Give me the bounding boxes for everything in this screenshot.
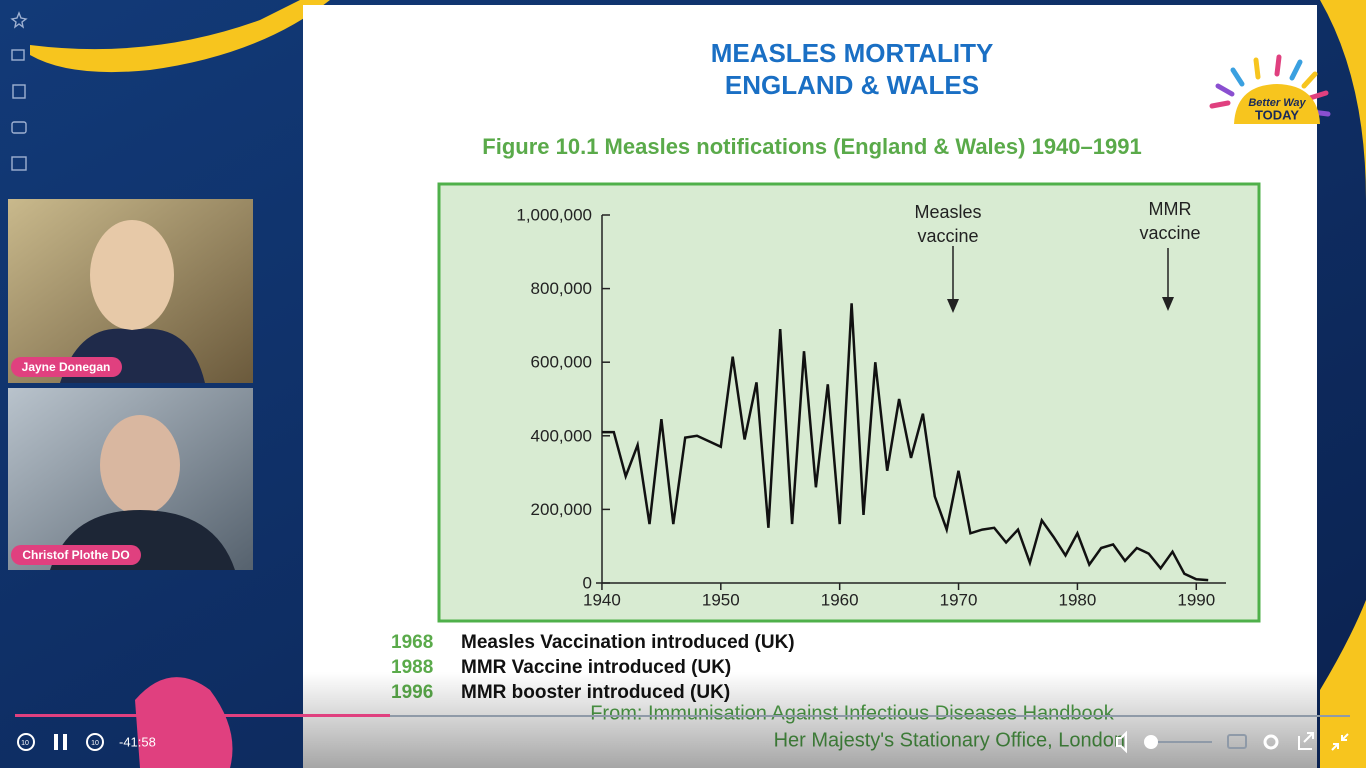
decoration (1320, 600, 1366, 768)
exit-fullscreen-button[interactable] (1331, 733, 1349, 751)
name-tag (11, 545, 141, 565)
annotation: vaccine (1139, 223, 1200, 243)
annotation-arrowhead (1162, 297, 1174, 311)
slide-title: MEASLES MORTALITY (711, 38, 994, 68)
logo-text: Better Way (1248, 97, 1306, 109)
progress-played[interactable] (15, 714, 390, 717)
rewind-button[interactable] (17, 733, 35, 751)
sidebar (10, 11, 28, 171)
logo-text: TODAY (1255, 107, 1299, 122)
y-tick-label: 200,000 (531, 500, 592, 519)
logo-rays (1209, 54, 1331, 117)
icon[interactable] (10, 11, 28, 29)
forward-button[interactable] (86, 733, 104, 751)
x-tick-label: 1950 (702, 590, 740, 609)
mute-button[interactable] (1116, 730, 1127, 754)
y-tick-label: 0 (583, 573, 592, 592)
controls (17, 730, 1349, 754)
icon[interactable] (11, 156, 27, 171)
x-tick-label: 1990 (1177, 590, 1215, 609)
note-year: 1968 (391, 632, 433, 653)
decoration (135, 677, 233, 768)
x-tick-label: 1980 (1059, 590, 1097, 609)
captions-button[interactable] (1227, 734, 1247, 749)
annotation: Measles (914, 202, 981, 222)
note-text: Measles Vaccination introduced (UK) (461, 632, 795, 653)
x-tick-label: 1970 (940, 590, 978, 609)
rewind-label: 10 (21, 740, 29, 747)
annotation-arrowhead (947, 299, 959, 313)
overlay (303, 672, 1317, 768)
forward-label: 10 (91, 740, 99, 747)
popout-button[interactable] (1298, 732, 1314, 750)
decoration (30, 0, 330, 73)
icon[interactable] (12, 84, 26, 99)
y-tick-label: 400,000 (531, 426, 592, 445)
participant-name: Jayne Donegan (22, 360, 111, 374)
time-remaining: -41:58 (119, 734, 156, 749)
y-tick-label: 1,000,000 (516, 205, 592, 224)
settings-button[interactable] (1263, 734, 1279, 750)
icon[interactable] (11, 49, 25, 61)
chart-frame (437, 182, 1261, 623)
name-tag (11, 357, 122, 377)
volume-knob[interactable] (1144, 735, 1158, 749)
data-line (601, 303, 1209, 582)
logo: Better Way TODAY (1209, 54, 1331, 124)
participant-figure (100, 415, 180, 515)
pause-button[interactable] (54, 734, 67, 750)
decoration (1320, 0, 1366, 200)
x-tick-label: 1940 (583, 590, 621, 609)
progress-track[interactable] (15, 715, 1350, 717)
annotation: MMR (1149, 199, 1192, 219)
slide-title: ENGLAND & WALES (725, 70, 979, 100)
y-tick-label: 800,000 (531, 279, 592, 298)
participant-name: Christof Plothe DO (22, 548, 129, 562)
chart-title: Figure 10.1 Measles notifications (Engla… (482, 134, 1141, 159)
x-tick-label: 1960 (821, 590, 859, 609)
annotation: vaccine (917, 226, 978, 246)
y-tick-label: 600,000 (531, 353, 592, 372)
icon[interactable] (11, 121, 27, 134)
participant-figure (90, 220, 174, 330)
